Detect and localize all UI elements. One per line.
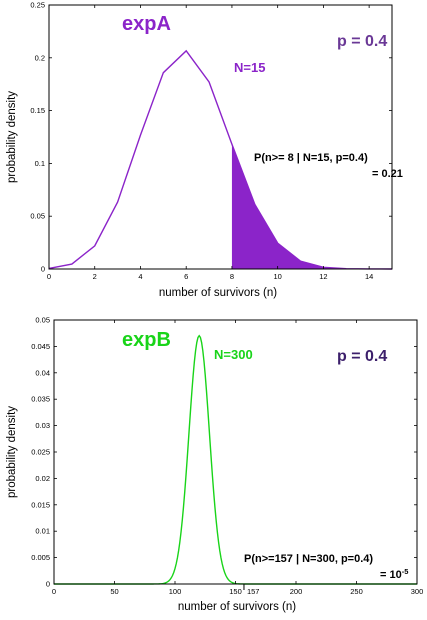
y-tick-label: 0.025: [31, 448, 50, 457]
series-line-expB: [54, 334, 417, 585]
y-tick-label: 0.02: [35, 474, 50, 483]
chart-title: expB: [122, 329, 171, 351]
chart-b: 157 0 50 100 150 200 250 300 0 0.005 0.01 0.015 0.0…: [6, 316, 423, 614]
x-axis-label: number of survivors (n): [159, 287, 277, 299]
chart-title: expA: [122, 13, 171, 35]
plot-frame-a: [48, 4, 393, 270]
annotation-probability: P(n>= 8 | N=15, p=0.4): [254, 152, 368, 164]
y-tick-label: 0.05: [30, 212, 45, 221]
y-tick-label: 0.15: [30, 106, 45, 115]
annotation-probability: P(n>=157 | N=300, p=0.4): [244, 553, 373, 565]
p-label: p = 0.4: [337, 348, 387, 365]
annotation-exponent: -5: [402, 567, 409, 576]
x-tick-label: 14: [365, 272, 373, 281]
y-tick-label: 0.03: [35, 421, 50, 430]
chart-a: 0 2 4 6 8 10 12 14 0 0.05 0.1 0.15 0.2 0.25 number of…: [6, 1, 403, 300]
annotation-value: = 10-5: [380, 567, 408, 581]
p-label: p = 0.4: [337, 33, 387, 50]
y-axis-label: probability density: [6, 406, 18, 498]
x-tick-label: 0: [52, 587, 56, 596]
y-tick-label: 0.1: [35, 159, 45, 168]
y-tick-label: 0.05: [35, 316, 50, 325]
y-axis-label: probability density: [6, 91, 18, 183]
x-tick-label: 12: [319, 272, 327, 281]
annotation-value: = 0.21: [372, 168, 403, 180]
y-tick-label: 0: [46, 580, 50, 589]
x-tick-label: 50: [110, 587, 118, 596]
y-tick-label: 0.01: [35, 527, 50, 536]
n-label: N=300: [214, 347, 253, 362]
x-tick-label: 4: [138, 272, 142, 281]
x-tick-label: 100: [169, 587, 182, 596]
series-line-expA: [48, 49, 393, 270]
y-tick-label: 0.045: [31, 342, 50, 351]
y-tick-label: 0.005: [31, 553, 50, 562]
shaded-tail-area: [231, 144, 392, 269]
n-label: N=15: [234, 60, 265, 75]
y-tick-label: 0.2: [35, 53, 45, 62]
y-tick-label: 0.25: [30, 1, 45, 10]
y-tick-label: 0.04: [35, 368, 50, 377]
x-tick-label: 8: [230, 272, 234, 281]
ticks-b: 0 50 100 150 200 250 300 0 0.005 0.01 0.015 0.02 0.0…: [31, 316, 423, 597]
annotation-base: = 10: [380, 569, 402, 581]
y-tick-label: 0.035: [31, 395, 50, 404]
ticks-a: 0 2 4 6 8 10 12 14 0 0.05 0.1 0.15 0.2 0.25: [30, 1, 392, 281]
x-tick-label: 200: [290, 587, 303, 596]
x-tick-label: 250: [350, 587, 363, 596]
y-tick-label: 0: [41, 265, 45, 274]
x-tick-label: 2: [93, 272, 97, 281]
x-tick-label: 6: [184, 272, 188, 281]
threshold-marker-label: 157: [247, 587, 260, 596]
x-tick-label: 0: [47, 272, 51, 281]
x-axis-label: number of survivors (n): [178, 601, 296, 613]
x-tick-label: 10: [273, 272, 281, 281]
x-tick-label: 300: [411, 587, 424, 596]
y-tick-label: 0.015: [31, 500, 50, 509]
x-tick-label: 150: [229, 587, 242, 596]
